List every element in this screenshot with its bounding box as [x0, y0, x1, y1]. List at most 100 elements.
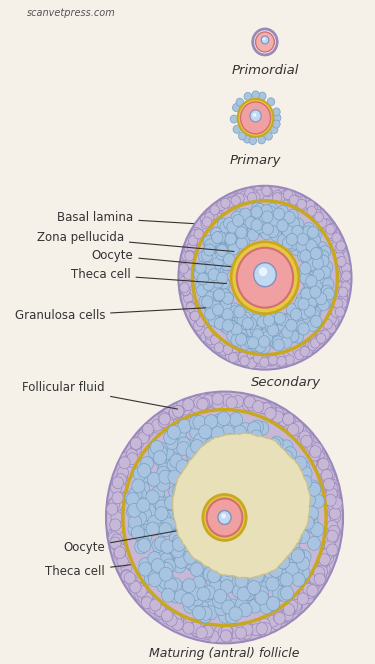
Text: Theca cell: Theca cell	[45, 565, 130, 578]
Circle shape	[300, 201, 309, 210]
Circle shape	[205, 212, 214, 222]
Circle shape	[161, 554, 174, 568]
Circle shape	[192, 560, 205, 574]
Circle shape	[174, 590, 188, 604]
Circle shape	[246, 217, 257, 229]
Circle shape	[207, 499, 242, 537]
Circle shape	[228, 446, 241, 459]
Circle shape	[186, 302, 195, 312]
Circle shape	[327, 505, 339, 517]
Circle shape	[250, 339, 262, 351]
Circle shape	[277, 335, 288, 347]
Circle shape	[115, 544, 126, 556]
Circle shape	[251, 314, 262, 326]
Circle shape	[186, 469, 199, 483]
Circle shape	[222, 322, 233, 334]
Circle shape	[270, 436, 283, 450]
Circle shape	[186, 557, 199, 571]
Circle shape	[135, 582, 146, 595]
Circle shape	[232, 193, 242, 203]
Circle shape	[249, 137, 256, 145]
Circle shape	[187, 449, 200, 463]
Circle shape	[161, 572, 175, 586]
Circle shape	[290, 195, 299, 205]
Circle shape	[111, 509, 123, 521]
Circle shape	[297, 556, 310, 570]
Circle shape	[146, 490, 159, 504]
Circle shape	[106, 392, 343, 643]
Circle shape	[110, 519, 121, 531]
Circle shape	[265, 447, 278, 461]
Circle shape	[210, 205, 219, 215]
Circle shape	[317, 458, 328, 470]
Circle shape	[190, 622, 202, 633]
Circle shape	[153, 497, 166, 511]
Circle shape	[268, 313, 280, 325]
Circle shape	[192, 539, 205, 553]
Circle shape	[172, 535, 186, 548]
Circle shape	[289, 531, 302, 544]
Circle shape	[302, 260, 313, 272]
Circle shape	[294, 456, 307, 470]
Circle shape	[177, 436, 190, 450]
Circle shape	[132, 479, 145, 493]
Circle shape	[222, 309, 233, 321]
Circle shape	[272, 321, 284, 333]
Circle shape	[316, 566, 328, 578]
Circle shape	[280, 213, 292, 225]
Circle shape	[252, 569, 265, 583]
Circle shape	[246, 484, 259, 498]
Circle shape	[342, 271, 351, 281]
Circle shape	[133, 437, 144, 449]
Circle shape	[306, 480, 319, 494]
Circle shape	[290, 517, 303, 531]
Circle shape	[139, 530, 152, 544]
Circle shape	[273, 408, 284, 420]
Circle shape	[262, 323, 274, 335]
Circle shape	[286, 562, 299, 576]
Text: Oocyte: Oocyte	[63, 524, 215, 554]
Text: Oocyte: Oocyte	[92, 249, 240, 268]
Circle shape	[290, 308, 302, 321]
Circle shape	[201, 563, 214, 577]
Circle shape	[306, 276, 317, 288]
Circle shape	[236, 98, 243, 106]
Circle shape	[172, 550, 185, 564]
Circle shape	[196, 285, 208, 297]
Circle shape	[208, 315, 219, 327]
Circle shape	[283, 604, 295, 616]
Circle shape	[115, 473, 126, 485]
Circle shape	[197, 398, 208, 410]
Circle shape	[197, 273, 208, 285]
Circle shape	[162, 414, 174, 426]
Circle shape	[266, 577, 279, 591]
Circle shape	[199, 250, 210, 262]
Circle shape	[262, 37, 266, 41]
Circle shape	[273, 114, 281, 122]
Circle shape	[330, 511, 341, 523]
Circle shape	[238, 352, 248, 362]
Circle shape	[217, 557, 230, 571]
Circle shape	[239, 480, 252, 495]
Circle shape	[314, 212, 323, 222]
Circle shape	[252, 203, 263, 214]
Circle shape	[226, 196, 236, 206]
Circle shape	[204, 546, 217, 560]
Circle shape	[113, 484, 124, 496]
Circle shape	[307, 483, 320, 497]
Circle shape	[262, 223, 273, 235]
Circle shape	[178, 186, 351, 370]
Circle shape	[204, 276, 215, 288]
Circle shape	[124, 454, 135, 465]
Circle shape	[303, 244, 314, 256]
Circle shape	[260, 214, 271, 226]
Circle shape	[121, 452, 132, 464]
Circle shape	[338, 291, 348, 301]
Circle shape	[172, 537, 186, 551]
Circle shape	[141, 592, 153, 604]
Circle shape	[244, 438, 258, 452]
Circle shape	[267, 226, 279, 238]
Circle shape	[335, 257, 345, 267]
Circle shape	[210, 262, 221, 274]
Circle shape	[318, 256, 329, 268]
